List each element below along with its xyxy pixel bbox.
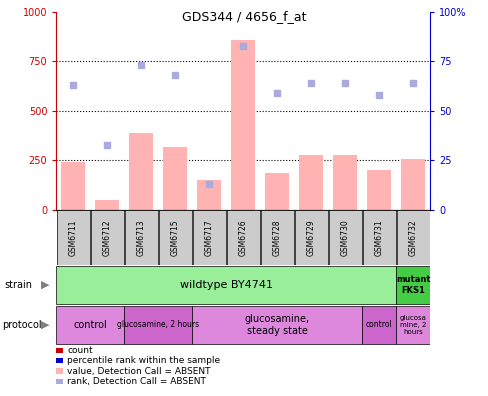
Text: protocol: protocol [2, 320, 42, 330]
Bar [294, 210, 327, 265]
Text: wildtype BY4741: wildtype BY4741 [180, 280, 272, 290]
Bar [395, 306, 429, 344]
Text: GSM6712: GSM6712 [102, 219, 112, 256]
Bar [90, 210, 123, 265]
Bar [395, 266, 429, 304]
Bar [366, 170, 390, 210]
Text: control: control [73, 320, 107, 330]
Text: GSM6715: GSM6715 [170, 219, 180, 256]
Bar [57, 210, 90, 265]
Point [205, 181, 213, 187]
Text: GDS344 / 4656_f_at: GDS344 / 4656_f_at [182, 10, 306, 23]
Bar [401, 159, 425, 210]
Point [273, 90, 281, 96]
Point [171, 72, 179, 78]
Bar [197, 180, 221, 210]
Text: GSM6711: GSM6711 [69, 219, 78, 256]
Text: GSM6726: GSM6726 [238, 219, 247, 256]
Text: GSM6729: GSM6729 [306, 219, 315, 256]
Bar [192, 306, 362, 344]
Bar [333, 155, 356, 210]
Text: mutant
FKS1: mutant FKS1 [395, 276, 430, 295]
Bar [265, 173, 288, 210]
Bar [362, 210, 395, 265]
Point [375, 92, 383, 98]
Bar [362, 306, 395, 344]
Text: glucosamine, 2 hours: glucosamine, 2 hours [117, 320, 199, 329]
Point [307, 80, 315, 86]
Bar [56, 306, 124, 344]
Text: glucosa
mine, 2
hours: glucosa mine, 2 hours [399, 315, 426, 335]
Bar [163, 147, 187, 210]
Text: count: count [67, 346, 93, 355]
Text: GSM6730: GSM6730 [340, 219, 349, 256]
Text: percentile rank within the sample: percentile rank within the sample [67, 356, 220, 365]
Text: strain: strain [5, 280, 33, 290]
Bar [192, 210, 225, 265]
Bar [124, 210, 158, 265]
Bar [328, 210, 361, 265]
Point [239, 42, 246, 49]
Point [341, 80, 348, 86]
Text: GSM6713: GSM6713 [137, 219, 145, 256]
Text: GSM6717: GSM6717 [204, 219, 213, 256]
Text: ▶: ▶ [41, 320, 50, 330]
Text: value, Detection Call = ABSENT: value, Detection Call = ABSENT [67, 367, 210, 375]
Point [408, 80, 416, 86]
Text: GSM6728: GSM6728 [272, 219, 281, 256]
Bar [95, 200, 119, 210]
Text: glucosamine,
steady state: glucosamine, steady state [244, 314, 309, 335]
Bar [129, 133, 153, 210]
Bar [158, 210, 191, 265]
Text: GSM6731: GSM6731 [374, 219, 383, 256]
Text: GSM6732: GSM6732 [408, 219, 417, 256]
Bar [226, 210, 260, 265]
Text: rank, Detection Call = ABSENT: rank, Detection Call = ABSENT [67, 377, 206, 386]
Bar [61, 162, 85, 210]
Point [103, 141, 111, 148]
Bar [260, 210, 293, 265]
Text: control: control [365, 320, 392, 329]
Bar [124, 306, 192, 344]
Text: ▶: ▶ [41, 280, 50, 290]
Point [137, 62, 145, 69]
Bar [231, 40, 255, 210]
Bar [299, 155, 323, 210]
Bar [396, 210, 429, 265]
Point [69, 82, 77, 88]
